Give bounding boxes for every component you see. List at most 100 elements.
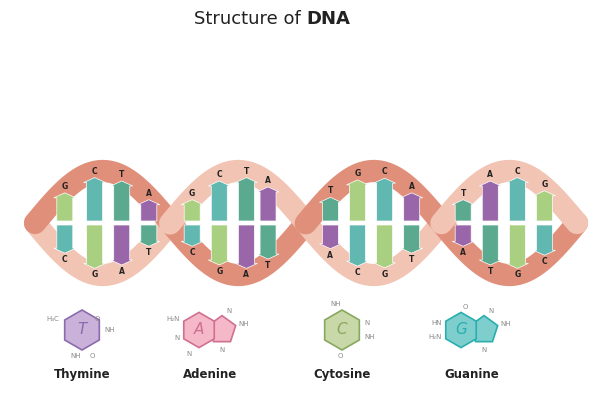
Text: G: G [62, 182, 68, 191]
Text: NH: NH [104, 327, 114, 333]
Text: T: T [244, 166, 249, 175]
Text: NH: NH [330, 301, 341, 307]
Text: C: C [217, 170, 222, 179]
Text: T: T [460, 189, 466, 198]
Text: N: N [219, 347, 225, 353]
Polygon shape [479, 225, 501, 265]
Polygon shape [373, 225, 395, 268]
Text: DNA: DNA [306, 10, 350, 28]
Text: A: A [194, 322, 204, 337]
Text: C: C [355, 268, 360, 277]
Polygon shape [65, 310, 99, 350]
Polygon shape [181, 200, 203, 221]
Polygon shape [534, 191, 556, 221]
Polygon shape [184, 313, 214, 348]
Text: T: T [77, 322, 87, 337]
Text: N: N [174, 335, 179, 341]
Text: N: N [482, 347, 487, 353]
Text: NH: NH [364, 334, 375, 340]
Text: O: O [337, 353, 343, 359]
Polygon shape [319, 197, 341, 221]
Text: H₂N: H₂N [428, 334, 441, 340]
Text: H₂N: H₂N [166, 316, 179, 322]
Polygon shape [479, 181, 501, 221]
Polygon shape [452, 200, 474, 221]
Text: T: T [409, 255, 414, 264]
Text: C: C [189, 248, 195, 257]
Text: H₃C: H₃C [47, 316, 59, 322]
Text: O: O [462, 304, 468, 310]
Polygon shape [401, 225, 423, 253]
Text: NH: NH [501, 321, 511, 327]
Polygon shape [257, 187, 279, 221]
Text: A: A [487, 170, 493, 179]
Polygon shape [373, 178, 395, 221]
Polygon shape [111, 181, 133, 221]
Text: C: C [382, 167, 387, 176]
Text: T: T [119, 170, 124, 179]
Text: G: G [354, 169, 360, 178]
Polygon shape [84, 225, 106, 268]
Polygon shape [138, 200, 160, 221]
Polygon shape [236, 177, 258, 221]
Text: O: O [95, 316, 100, 322]
Text: C: C [515, 166, 520, 175]
Text: G: G [514, 271, 520, 279]
Text: T: T [146, 248, 152, 257]
Polygon shape [138, 225, 160, 246]
Polygon shape [208, 316, 236, 341]
Text: Structure of: Structure of [193, 10, 306, 28]
Polygon shape [534, 225, 556, 255]
Polygon shape [236, 225, 258, 268]
Polygon shape [506, 177, 528, 221]
Polygon shape [452, 225, 474, 246]
Polygon shape [446, 313, 476, 348]
Text: A: A [119, 267, 125, 276]
Text: G: G [381, 270, 388, 279]
Text: NH: NH [239, 321, 249, 327]
Polygon shape [346, 180, 368, 221]
Text: A: A [460, 248, 466, 257]
Polygon shape [506, 225, 528, 268]
Text: A: A [244, 271, 249, 279]
Text: G: G [455, 322, 467, 337]
Text: N: N [364, 320, 369, 326]
Text: HN: HN [431, 320, 441, 326]
Text: A: A [327, 251, 334, 259]
Polygon shape [257, 225, 279, 259]
Text: C: C [92, 166, 97, 175]
Polygon shape [84, 177, 106, 221]
Text: N: N [488, 308, 494, 314]
Text: N: N [226, 308, 231, 314]
Text: T: T [327, 186, 333, 195]
Text: Guanine: Guanine [445, 368, 499, 381]
Text: T: T [266, 261, 271, 270]
Polygon shape [346, 225, 368, 266]
Text: Thymine: Thymine [54, 368, 110, 381]
Text: Cytosine: Cytosine [313, 368, 371, 381]
Polygon shape [319, 225, 341, 249]
Text: A: A [409, 182, 414, 191]
Polygon shape [181, 225, 203, 246]
Text: Adenine: Adenine [183, 368, 237, 381]
Text: O: O [89, 353, 95, 359]
Polygon shape [325, 310, 359, 350]
Text: C: C [542, 257, 547, 266]
Polygon shape [401, 193, 423, 221]
Text: A: A [146, 189, 152, 198]
Polygon shape [208, 225, 230, 265]
Polygon shape [111, 225, 133, 265]
Text: G: G [189, 189, 195, 198]
Polygon shape [470, 316, 498, 341]
Polygon shape [54, 225, 76, 253]
Text: G: G [216, 267, 222, 276]
Text: A: A [265, 176, 271, 185]
Text: NH: NH [71, 353, 81, 359]
Polygon shape [54, 193, 76, 221]
Polygon shape [208, 181, 230, 221]
Text: C: C [337, 322, 348, 337]
Text: G: G [542, 180, 548, 189]
Text: G: G [92, 271, 98, 279]
Text: C: C [62, 255, 67, 264]
Text: N: N [187, 350, 192, 357]
